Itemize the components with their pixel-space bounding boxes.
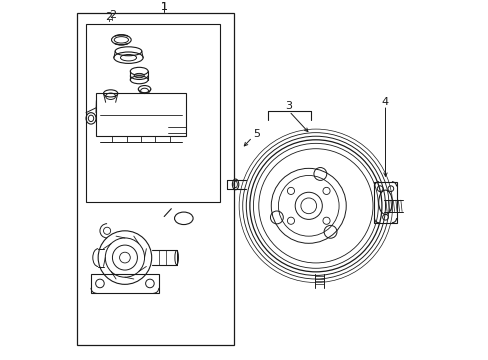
Text: 3: 3 bbox=[285, 101, 292, 111]
Text: 1: 1 bbox=[161, 2, 167, 12]
Bar bbox=[374, 182, 396, 223]
Text: 1: 1 bbox=[161, 2, 167, 12]
Text: 2: 2 bbox=[105, 12, 112, 22]
Text: 2: 2 bbox=[109, 10, 116, 20]
Bar bbox=[85, 24, 219, 202]
Bar bbox=[96, 93, 185, 136]
Text: 4: 4 bbox=[381, 97, 388, 107]
Bar bbox=[91, 274, 159, 293]
Text: 5: 5 bbox=[253, 130, 260, 139]
Bar bbox=[77, 13, 233, 345]
